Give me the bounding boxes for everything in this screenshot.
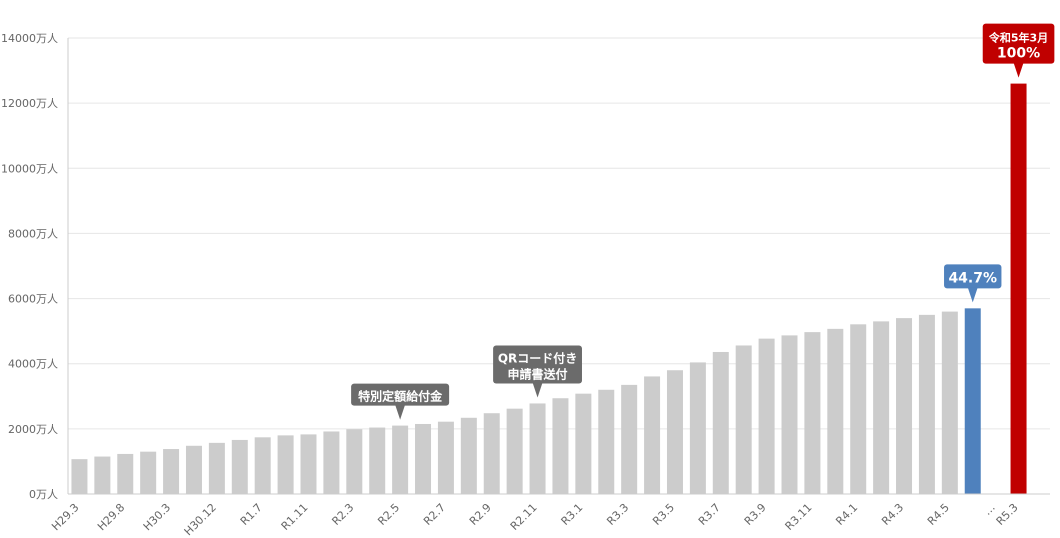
- callout-text: 44.7%: [948, 270, 997, 286]
- bar-H30.6: [185, 445, 202, 494]
- bar-R1.9: [277, 435, 294, 494]
- bar-R2.7: [437, 421, 454, 494]
- bar-R4.1: [850, 324, 867, 494]
- x-tick-label: R1.7: [238, 501, 265, 528]
- bar-R2.1: [323, 431, 340, 494]
- bar-R3.5: [666, 370, 683, 494]
- callout-pointer: [395, 404, 406, 420]
- bar-R3.11: [804, 332, 821, 494]
- x-tick-label: R2.11: [508, 501, 540, 533]
- bar-R3.7: [712, 351, 729, 494]
- x-tick-label: R4.3: [879, 501, 906, 528]
- bar-R2.6: [415, 423, 432, 494]
- x-tick-label: R3.11: [783, 501, 815, 533]
- callout-text: 申請書送付: [508, 366, 568, 381]
- bar-R3.12: [827, 328, 844, 494]
- bar-R3.6: [689, 362, 706, 494]
- callout-text: 100%: [997, 46, 1040, 62]
- x-tick-label: H30.12: [182, 501, 219, 538]
- bar-R4.6: [964, 308, 981, 494]
- y-axis-ticks: 0万人 2000万人 4000万人 6000万人 8000万人 10000万人 12000万…: [1, 32, 58, 501]
- x-tick-label: R4.1: [833, 501, 860, 528]
- bar-H30.3: [163, 449, 180, 494]
- callout-box: [982, 23, 1055, 64]
- callout-box: [944, 264, 1002, 289]
- x-tick-label: R3.3: [604, 501, 631, 528]
- bar-R4.5: [941, 311, 958, 494]
- x-tick-label: …: [981, 501, 998, 518]
- gridlines: [68, 37, 1050, 430]
- callout-R4.6: 44.7%: [944, 264, 1002, 303]
- y-tick-label: 14000万人: [1, 32, 58, 45]
- x-tick-label: R5.3: [994, 501, 1021, 528]
- callout-pointer: [967, 287, 978, 303]
- bar-R3.9: [758, 338, 775, 494]
- bar-H29.3: [71, 459, 88, 494]
- x-tick-label: H29.8: [95, 501, 127, 533]
- y-tick-label: 10000万人: [1, 162, 58, 175]
- bar-R2.10: [506, 408, 523, 494]
- bar-R3.10: [781, 335, 798, 494]
- callout-text: 令和5年3月: [988, 31, 1048, 45]
- bar-H29.8: [117, 453, 134, 494]
- x-tick-label: R3.7: [696, 501, 723, 528]
- x-tick-label: H30.3: [141, 501, 173, 533]
- bar-R3.3: [621, 384, 638, 494]
- callout-text: 特別定額給付金: [358, 389, 443, 404]
- bar-R5.3: [1010, 83, 1027, 494]
- bar-R2.9: [483, 413, 500, 494]
- bar-R3.2: [598, 389, 615, 494]
- x-tick-label: R4.5: [925, 501, 952, 528]
- bar-H29.6: [94, 456, 111, 494]
- bar-R2.12: [552, 398, 569, 494]
- y-tick-label: 6000万人: [8, 293, 58, 306]
- bar-R2.11: [529, 403, 546, 494]
- x-tick-label: R3.1: [559, 501, 586, 528]
- bar-H29.12: [140, 451, 157, 494]
- callout-R2.5: 特別定額給付金: [351, 383, 450, 420]
- x-tick-label: R3.9: [742, 501, 769, 528]
- bar-R2.8: [460, 417, 477, 494]
- callout-box: [493, 345, 582, 384]
- x-tick-label: R2.9: [467, 501, 494, 528]
- callout-box: [351, 383, 450, 406]
- bar-R4.4: [918, 314, 935, 494]
- bar-R1.7: [254, 437, 271, 494]
- x-tick-label: R3.5: [650, 501, 677, 528]
- bar-R4.3: [896, 318, 913, 494]
- x-tick-label: H29.3: [49, 501, 81, 533]
- bar-R4.2: [873, 321, 890, 494]
- bar-R3.8: [735, 345, 752, 494]
- callout-pointer: [1013, 62, 1024, 78]
- y-tick-label: 8000万人: [8, 227, 58, 240]
- callout-text: QRコード付き: [498, 350, 577, 365]
- bar-R3.1: [575, 393, 592, 494]
- x-tick-label: R2.5: [375, 501, 402, 528]
- x-tick-label: R2.3: [329, 501, 356, 528]
- bar-R1.11: [300, 434, 317, 494]
- x-tick-label: R2.7: [421, 501, 448, 528]
- bar-R3.4: [644, 376, 661, 494]
- bar-H30.12: [208, 442, 225, 494]
- y-tick-label: 2000万人: [8, 423, 58, 436]
- y-tick-label: 12000万人: [1, 97, 58, 110]
- bar-R2.4: [369, 427, 386, 494]
- bar-R1.4: [231, 439, 248, 494]
- y-tick-label: 4000万人: [8, 358, 58, 371]
- callout-pointer: [532, 382, 543, 398]
- bar-R2.5: [392, 425, 409, 494]
- x-axis-ticks: H29.3 H29.8 H30.3 H30.12 R1.7 R1.11 R2.3 R2.5 R2…: [49, 501, 1020, 538]
- y-tick-label: 0万人: [29, 488, 58, 501]
- bars: [71, 83, 1027, 494]
- x-tick-label: R1.11: [279, 501, 311, 533]
- bar-R2.3: [346, 429, 363, 494]
